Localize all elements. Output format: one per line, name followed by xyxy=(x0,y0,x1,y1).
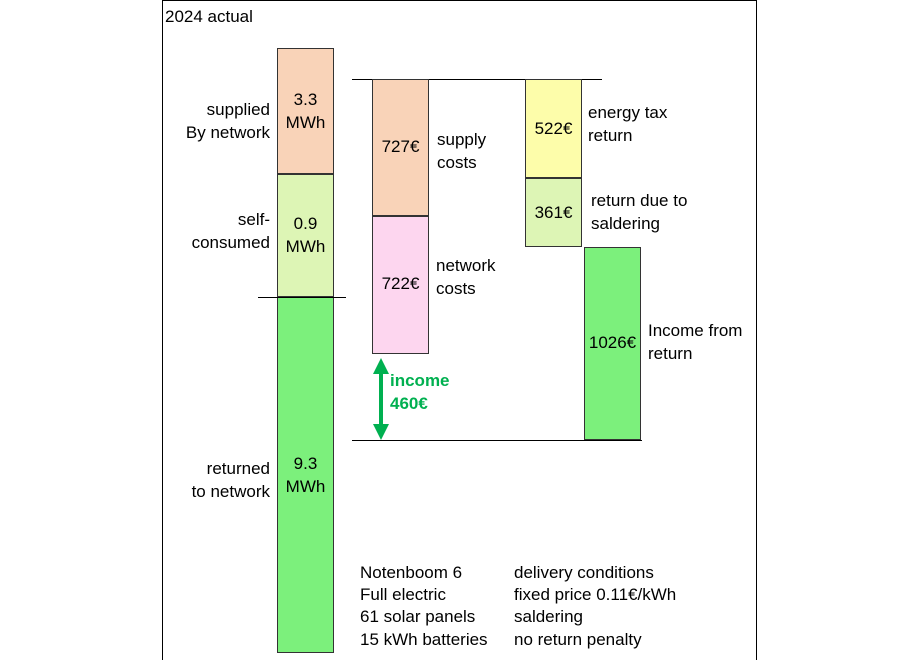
note-right-line: fixed price 0.11€/kWh xyxy=(514,585,677,604)
supplied-label: supplied By network xyxy=(185,100,270,142)
network-costs-bar xyxy=(372,216,429,354)
network-costs-label: network costs xyxy=(436,256,496,298)
self-consumed-bar xyxy=(277,174,334,297)
energy-divider-line xyxy=(258,297,346,298)
note-left-line: Full electric xyxy=(360,585,446,604)
income-return-value: 1026€ xyxy=(588,333,637,352)
diagram-title: 2024 actual xyxy=(165,7,253,26)
bottom-reference-line xyxy=(352,440,642,441)
diagram-frame xyxy=(162,0,757,660)
supply-costs-value: 727€ xyxy=(381,137,420,156)
supply-costs-bar xyxy=(372,79,429,216)
note-right-line: saldering xyxy=(514,607,583,626)
note-right-line: delivery conditions xyxy=(514,563,654,582)
saldering-bar xyxy=(525,178,582,247)
energy-tax-label: energy tax return xyxy=(588,103,668,145)
network-costs-value: 722€ xyxy=(381,274,420,293)
supply-costs-label: supply costs xyxy=(437,130,487,172)
note-left-line: 61 solar panels xyxy=(360,607,476,626)
income-return-bar xyxy=(584,247,641,440)
income-return-label: Income from return xyxy=(648,321,743,363)
returned-value: 9.3 MWh xyxy=(285,454,326,496)
saldering-value: 361€ xyxy=(534,203,573,222)
top-reference-line xyxy=(352,79,602,80)
note-left-line: 15 kWh batteries xyxy=(360,630,488,649)
self-consumed-value: 0.9 MWh xyxy=(285,214,326,256)
energy-tax-bar xyxy=(525,79,582,178)
supplied-value: 3.3 MWh xyxy=(285,90,326,132)
saldering-label: return due to saldering xyxy=(591,191,688,233)
energy-tax-value: 522€ xyxy=(534,119,573,138)
self-consumed-label: self- consumed xyxy=(191,210,270,252)
note-left-line: Notenboom 6 xyxy=(360,563,463,582)
supplied-bar xyxy=(277,48,334,174)
income-double-arrow-icon xyxy=(373,358,389,440)
income-label: income 460€ xyxy=(390,371,450,413)
returned-bar xyxy=(277,297,334,653)
note-right-line: no return penalty xyxy=(514,630,642,649)
returned-label: returned to network xyxy=(191,459,270,501)
